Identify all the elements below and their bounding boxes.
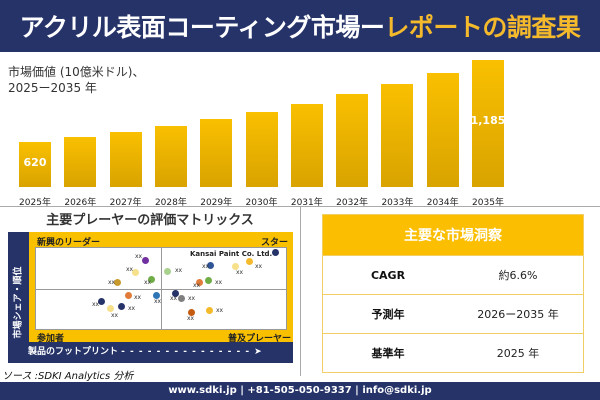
- table-row: CAGR 約6.6%: [323, 255, 583, 294]
- player-label: xx: [134, 294, 142, 301]
- y-axis-label: 市場シェア・順位: [13, 266, 24, 339]
- data-label: 620: [23, 156, 47, 169]
- table-row: 予測年 2026ー2035 年: [323, 294, 583, 333]
- row-value: 2025 年: [496, 347, 540, 360]
- chart-title-line1: 市場価値 (10億米ドル)、: [8, 65, 145, 79]
- matrix-plot: [35, 247, 287, 330]
- x-tick-label: 2033年: [381, 198, 414, 208]
- player-label: xx: [236, 269, 244, 276]
- x-tick-label: 2030年: [245, 198, 278, 208]
- bar: [109, 131, 142, 187]
- bar: [381, 84, 414, 187]
- bar: [426, 73, 459, 187]
- player-point: [206, 261, 214, 269]
- x-tick-label: 2029年: [200, 198, 233, 208]
- player-point: [147, 275, 155, 283]
- player-point: [195, 278, 203, 286]
- player-point: [117, 302, 125, 310]
- matrix-title: 主要プレーヤーの評価マトリックス: [46, 213, 254, 228]
- bar: [64, 137, 97, 187]
- bar: [290, 104, 323, 187]
- x-tick-label: 2025年: [19, 198, 51, 208]
- row-value: 約6.6%: [498, 269, 538, 282]
- chart-title-line2: 2025ー2035 年: [8, 81, 97, 95]
- player-point: [245, 257, 253, 265]
- x-tick-label: 2028年: [154, 198, 187, 208]
- player-label: xx: [202, 263, 210, 270]
- footer-contact[interactable]: www.sdki.jp | +81-505-050-9337 | info@sd…: [0, 382, 600, 400]
- data-label: 1,185: [470, 114, 506, 127]
- player-point: [231, 262, 239, 270]
- player-point: [141, 256, 149, 264]
- player-label: xx: [128, 305, 136, 312]
- bar: [19, 141, 51, 187]
- player-point: [171, 289, 179, 297]
- x-tick-label: 2032年: [336, 198, 369, 208]
- quadrant-label: スター: [261, 238, 289, 248]
- bar: [154, 126, 187, 187]
- player-label: xx: [187, 315, 195, 322]
- table-row: 基準年 2025 年: [323, 333, 583, 372]
- row-key: 予測年: [371, 308, 405, 321]
- player-point: [177, 294, 185, 302]
- x-tick-label: 2026年: [64, 198, 97, 208]
- x-tick-label: 2034年: [426, 198, 459, 208]
- highlight-company: Kansai Paint Co. Ltd.: [190, 250, 273, 258]
- x-tick-label: 2035年: [472, 198, 504, 208]
- quadrant-label: 参加者: [37, 334, 65, 344]
- bar: [245, 112, 278, 187]
- player-point: [106, 304, 114, 312]
- row-key: CAGR: [370, 268, 406, 282]
- player-point: [152, 291, 160, 299]
- player-label: xx: [126, 266, 134, 273]
- matrix-divider: [161, 248, 162, 329]
- player-point: [163, 267, 171, 275]
- player-label: xx: [216, 307, 224, 314]
- title-main: アクリル表面コーティング市場ー: [19, 13, 385, 42]
- insights-title: 主要な市場洞察: [323, 215, 583, 255]
- bar: [472, 60, 504, 187]
- row-key: 基準年: [371, 347, 405, 360]
- player-point: [124, 291, 132, 299]
- row-value: 2026ー2035 年: [477, 308, 559, 321]
- player-label: xx: [175, 267, 183, 274]
- player-label: xx: [92, 301, 100, 308]
- divider: [300, 206, 301, 376]
- quadrant-label: 新興のリーダー: [37, 238, 101, 248]
- player-label: xx: [255, 263, 263, 270]
- player-point: [205, 306, 213, 314]
- player-label: xx: [215, 279, 223, 286]
- title-accent: レポートの調査果: [384, 13, 581, 42]
- player-point: [204, 276, 212, 284]
- player-label: xx: [154, 298, 162, 305]
- chart-title: 市場価値 (10億米ドル)、 2025ー2035 年: [8, 64, 144, 96]
- player-label: xx: [135, 253, 143, 260]
- player-label: xx: [188, 295, 196, 302]
- x-axis-label: 製品のフットプリント - - - - - - - - - - - - - - -…: [28, 347, 263, 357]
- player-label: xx: [108, 279, 116, 286]
- x-axis-text: 製品のフットプリント: [28, 347, 119, 357]
- y-axis: 市場シェア・順位: [7, 245, 27, 360]
- header-title: アクリル表面コーティング市場ー レポートの調査果: [0, 0, 600, 56]
- player-point: [187, 308, 195, 316]
- player-label: xx: [170, 295, 178, 302]
- player-point: [131, 268, 139, 276]
- x-tick-label: 2031年: [290, 198, 323, 208]
- player-point: [113, 278, 121, 286]
- bar: [336, 93, 369, 187]
- matrix-divider: [36, 289, 286, 290]
- bar: [200, 119, 233, 187]
- quadrant-label: 普及プレーヤー: [228, 334, 292, 344]
- player-point: [97, 297, 105, 305]
- player-label: xx: [111, 312, 119, 319]
- x-tick-label: 2027年: [109, 198, 142, 208]
- source-note: ソース :SDKI Analytics 分析: [2, 371, 134, 382]
- insights-table: 主要な市場洞察 CAGR 約6.6% 予測年 2026ー2035 年 基準年 2025…: [322, 214, 584, 373]
- player-label: xx: [193, 282, 201, 289]
- player-label: xx: [144, 279, 152, 286]
- player-point: [271, 248, 279, 256]
